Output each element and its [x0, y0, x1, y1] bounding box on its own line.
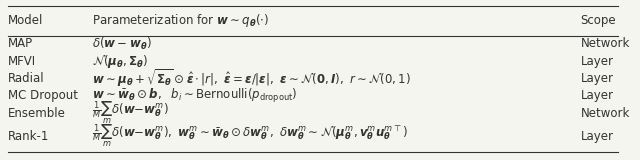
- Text: Scope: Scope: [580, 14, 616, 27]
- Text: Ensemble: Ensemble: [8, 107, 65, 120]
- Text: Layer: Layer: [580, 72, 613, 85]
- Text: MAP: MAP: [8, 37, 33, 50]
- Text: $\boldsymbol{w} \sim \bar{\boldsymbol{w}}_{\boldsymbol{\theta}} \odot \boldsymbo: $\boldsymbol{w} \sim \bar{\boldsymbol{w}…: [92, 87, 297, 105]
- Text: $\delta(\boldsymbol{w} - \boldsymbol{w}_{\boldsymbol{\theta}})$: $\delta(\boldsymbol{w} - \boldsymbol{w}_…: [92, 36, 151, 52]
- Text: Network: Network: [580, 107, 630, 120]
- Text: $\mathcal{N}(\boldsymbol{\mu}_{\boldsymbol{\theta}}, \boldsymbol{\Sigma}_{\bolds: $\mathcal{N}(\boldsymbol{\mu}_{\boldsymb…: [92, 53, 148, 70]
- Text: $\frac{1}{M} \sum_m \delta(\boldsymbol{w} {-} \boldsymbol{w}_{\boldsymbol{\theta: $\frac{1}{M} \sum_m \delta(\boldsymbol{w…: [92, 100, 168, 127]
- Text: $\frac{1}{M} \sum_m \delta(\boldsymbol{w} {-} \boldsymbol{w}_{\boldsymbol{\theta: $\frac{1}{M} \sum_m \delta(\boldsymbol{w…: [92, 123, 408, 150]
- Text: Parameterization for $\boldsymbol{w} \sim q_{\boldsymbol{\theta}}(\cdot)$: Parameterization for $\boldsymbol{w} \si…: [92, 12, 269, 29]
- Text: Layer: Layer: [580, 55, 613, 68]
- Text: Rank-1: Rank-1: [8, 130, 49, 143]
- Text: MFVI: MFVI: [8, 55, 36, 68]
- Text: Network: Network: [580, 37, 630, 50]
- Text: Model: Model: [8, 14, 43, 27]
- Text: $\boldsymbol{w} \sim \boldsymbol{\mu}_{\boldsymbol{\theta}} + \sqrt{\boldsymbol{: $\boldsymbol{w} \sim \boldsymbol{\mu}_{\…: [92, 68, 410, 89]
- Text: MC Dropout: MC Dropout: [8, 89, 77, 102]
- Text: Layer: Layer: [580, 130, 613, 143]
- Text: Radial: Radial: [8, 72, 44, 85]
- Text: Layer: Layer: [580, 89, 613, 102]
